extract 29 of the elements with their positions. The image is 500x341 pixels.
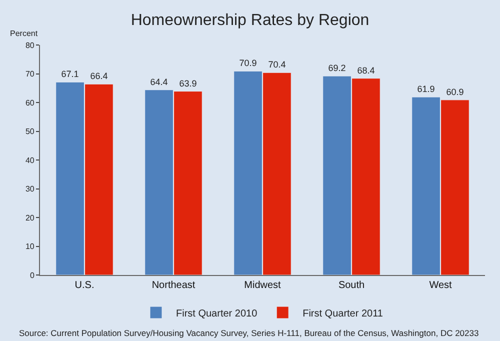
x-tick-label: Midwest <box>244 280 282 291</box>
chart-title: Homeownership Rates by Region <box>130 12 370 29</box>
y-tick-label: 70 <box>25 70 35 79</box>
y-tick-label: 20 <box>25 213 35 222</box>
x-tick-label: West <box>429 280 452 291</box>
data-label: 60.9 <box>446 86 464 97</box>
data-label: 70.4 <box>268 60 286 70</box>
data-label: 68.4 <box>357 65 375 76</box>
y-tick-label: 40 <box>25 156 35 165</box>
data-label: 63.9 <box>179 78 197 88</box>
y-tick-label: 80 <box>25 40 35 50</box>
legend-label: First Quarter 2011 <box>302 308 384 320</box>
y-tick-label: 60 <box>25 98 35 108</box>
x-tick-label: Northeast <box>152 280 196 291</box>
legend-label: First Quarter 2010 <box>176 308 258 320</box>
data-label: 64.4 <box>150 76 168 87</box>
data-label: 70.9 <box>239 58 257 68</box>
source-note: Source: Current Population Survey/Housing Vacancy Survey, Series H-111, Bureau of the Census, Washington, DC 20233 <box>19 328 479 338</box>
data-label: 67.1 <box>61 69 79 80</box>
x-tick-label: South <box>338 280 365 291</box>
y-tick-label: 0 <box>30 270 35 280</box>
y-axis-title: Percent <box>10 29 38 38</box>
y-tick-label: 50 <box>25 127 35 136</box>
y-tick-label: 10 <box>25 242 35 252</box>
data-label: 66.4 <box>90 71 108 82</box>
y-tick-label: 30 <box>25 184 35 194</box>
data-label: 69.2 <box>328 63 346 74</box>
data-label: 61.9 <box>417 84 435 94</box>
x-tick-label: U.S. <box>74 280 94 291</box>
